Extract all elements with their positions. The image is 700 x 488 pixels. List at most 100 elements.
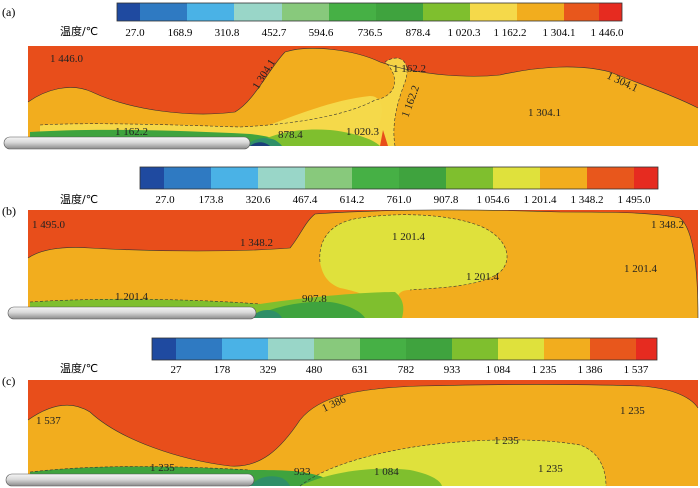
legend-tick: 1 537 [624,364,649,376]
legend-swatch [587,167,634,189]
contour-label: 1 537 [36,415,61,427]
legend-bar [151,337,658,361]
panel-label: (b) [2,204,16,218]
legend-tick: 878.4 [406,27,431,39]
panel-c: (c) 温度/℃ 27 178 329 480 631 782 933 1 08… [2,337,699,487]
legend-tick: 1 386 [578,364,603,376]
legend-swatch [517,3,564,21]
contour-label: 1 348.2 [240,237,273,249]
legend-swatch [452,338,498,360]
contour-label: 1 235 [494,435,519,447]
nozzle-pipe [7,306,257,320]
legend-tick: 329 [260,364,277,376]
legend-ticks: 27 178 329 480 631 782 933 1 084 1 235 1… [171,364,649,376]
legend-swatch [352,167,399,189]
contour-label: 1 235 [538,463,563,475]
contour-label: 1 201.4 [466,271,500,283]
legend-tick: 933 [444,364,461,376]
legend-swatch [399,167,446,189]
legend-tick: 907.8 [434,194,459,206]
panel-b: (b) 温度/℃ 27.0 173.8 320.6 467.4 614.2 76… [2,166,699,320]
legend-swatch [590,338,636,360]
legend-tick: 452.7 [262,27,287,39]
legend-tick: 27.0 [125,27,145,39]
contour-label: 1 084 [374,466,399,478]
legend-tick: 1 235 [532,364,557,376]
legend-tick: 1 446.0 [591,27,625,39]
contour-label: 1 304.1 [528,107,561,119]
legend-swatch [329,3,376,21]
nozzle-pipe [5,473,255,487]
contour-label: 1 162.2 [393,63,426,75]
contour-label: 1 020.3 [346,126,380,138]
legend-tick: 1 495.0 [618,194,652,206]
legend-bar [116,2,623,22]
legend-tick: 761.0 [387,194,412,206]
contour-label: 1 235 [620,405,645,417]
legend-title: 温度/℃ [60,192,98,206]
legend-swatch [446,167,493,189]
legend-title: 温度/℃ [60,361,98,375]
contour-labels: 1 495.0 1 348.2 1 201.4 1 348.2 1 201.4 … [32,219,684,305]
contour-label: 933 [294,466,311,478]
legend-swatch [540,167,587,189]
legend-swatch [634,167,658,189]
legend-tick: 1 020.3 [448,27,482,39]
legend-swatch [222,338,268,360]
legend-swatch [140,3,187,21]
legend-swatch [470,3,517,21]
legend-swatch [544,338,590,360]
legend-swatch [187,3,234,21]
legend-bar [139,166,659,190]
panel-label: (c) [2,374,15,388]
legend-tick: 173.8 [199,194,224,206]
legend-ticks: 27.0 168.9 310.8 452.7 594.6 736.5 878.4… [125,27,624,39]
legend-tick: 480 [306,364,323,376]
contour-label: 1 235 [150,462,175,474]
legend-swatch [117,3,140,21]
legend-swatch [164,167,211,189]
legend-tick: 168.9 [168,27,193,39]
legend-tick: 1 162.2 [494,27,527,39]
legend-swatch [376,3,423,21]
legend-tick: 594.6 [309,27,334,39]
legend-tick: 178 [214,364,231,376]
legend-tick: 1 084 [486,364,511,376]
legend-tick: 1 201.4 [524,194,558,206]
legend-swatch [360,338,406,360]
contour-label: 1 201.4 [115,291,149,303]
contour-label: 1 201.4 [392,231,426,243]
contour-label: 907.8 [302,293,327,305]
legend-swatch [599,3,622,21]
legend-swatch [234,3,282,21]
legend-tick: 1 304.1 [543,27,576,39]
panel-a: (a) 温度/℃ 27.0 168.9 310.8 452.7 594.6 73… [2,2,699,150]
legend-ticks: 27.0 173.8 320.6 467.4 614.2 761.0 907.8… [155,194,651,206]
contour-label: 1 201.4 [624,263,658,275]
legend-swatch [498,338,544,360]
nozzle-pipe [3,136,251,150]
legend-swatch [493,167,540,189]
legend-swatch [176,338,222,360]
legend-swatch [564,3,599,21]
legend-swatch [423,3,470,21]
legend-swatch [314,338,360,360]
legend-tick: 320.6 [246,194,271,206]
legend-tick: 1 348.2 [571,194,604,206]
legend-swatch [268,338,314,360]
legend-swatch [636,338,657,360]
legend-tick: 1 054.6 [477,194,511,206]
legend-tick: 27 [171,364,183,376]
contour-plot [3,46,699,150]
contour-label: 878.4 [278,129,303,141]
legend-swatch [211,167,258,189]
contour-plot [7,209,699,320]
legend-swatch [305,167,352,189]
legend-swatch [140,167,164,189]
contour-label: 1 162.2 [115,126,148,138]
panel-label: (a) [2,5,15,19]
contour-label: 1 446.0 [50,53,84,65]
legend-tick: 631 [352,364,369,376]
legend-swatch [406,338,452,360]
legend-swatch [258,167,305,189]
